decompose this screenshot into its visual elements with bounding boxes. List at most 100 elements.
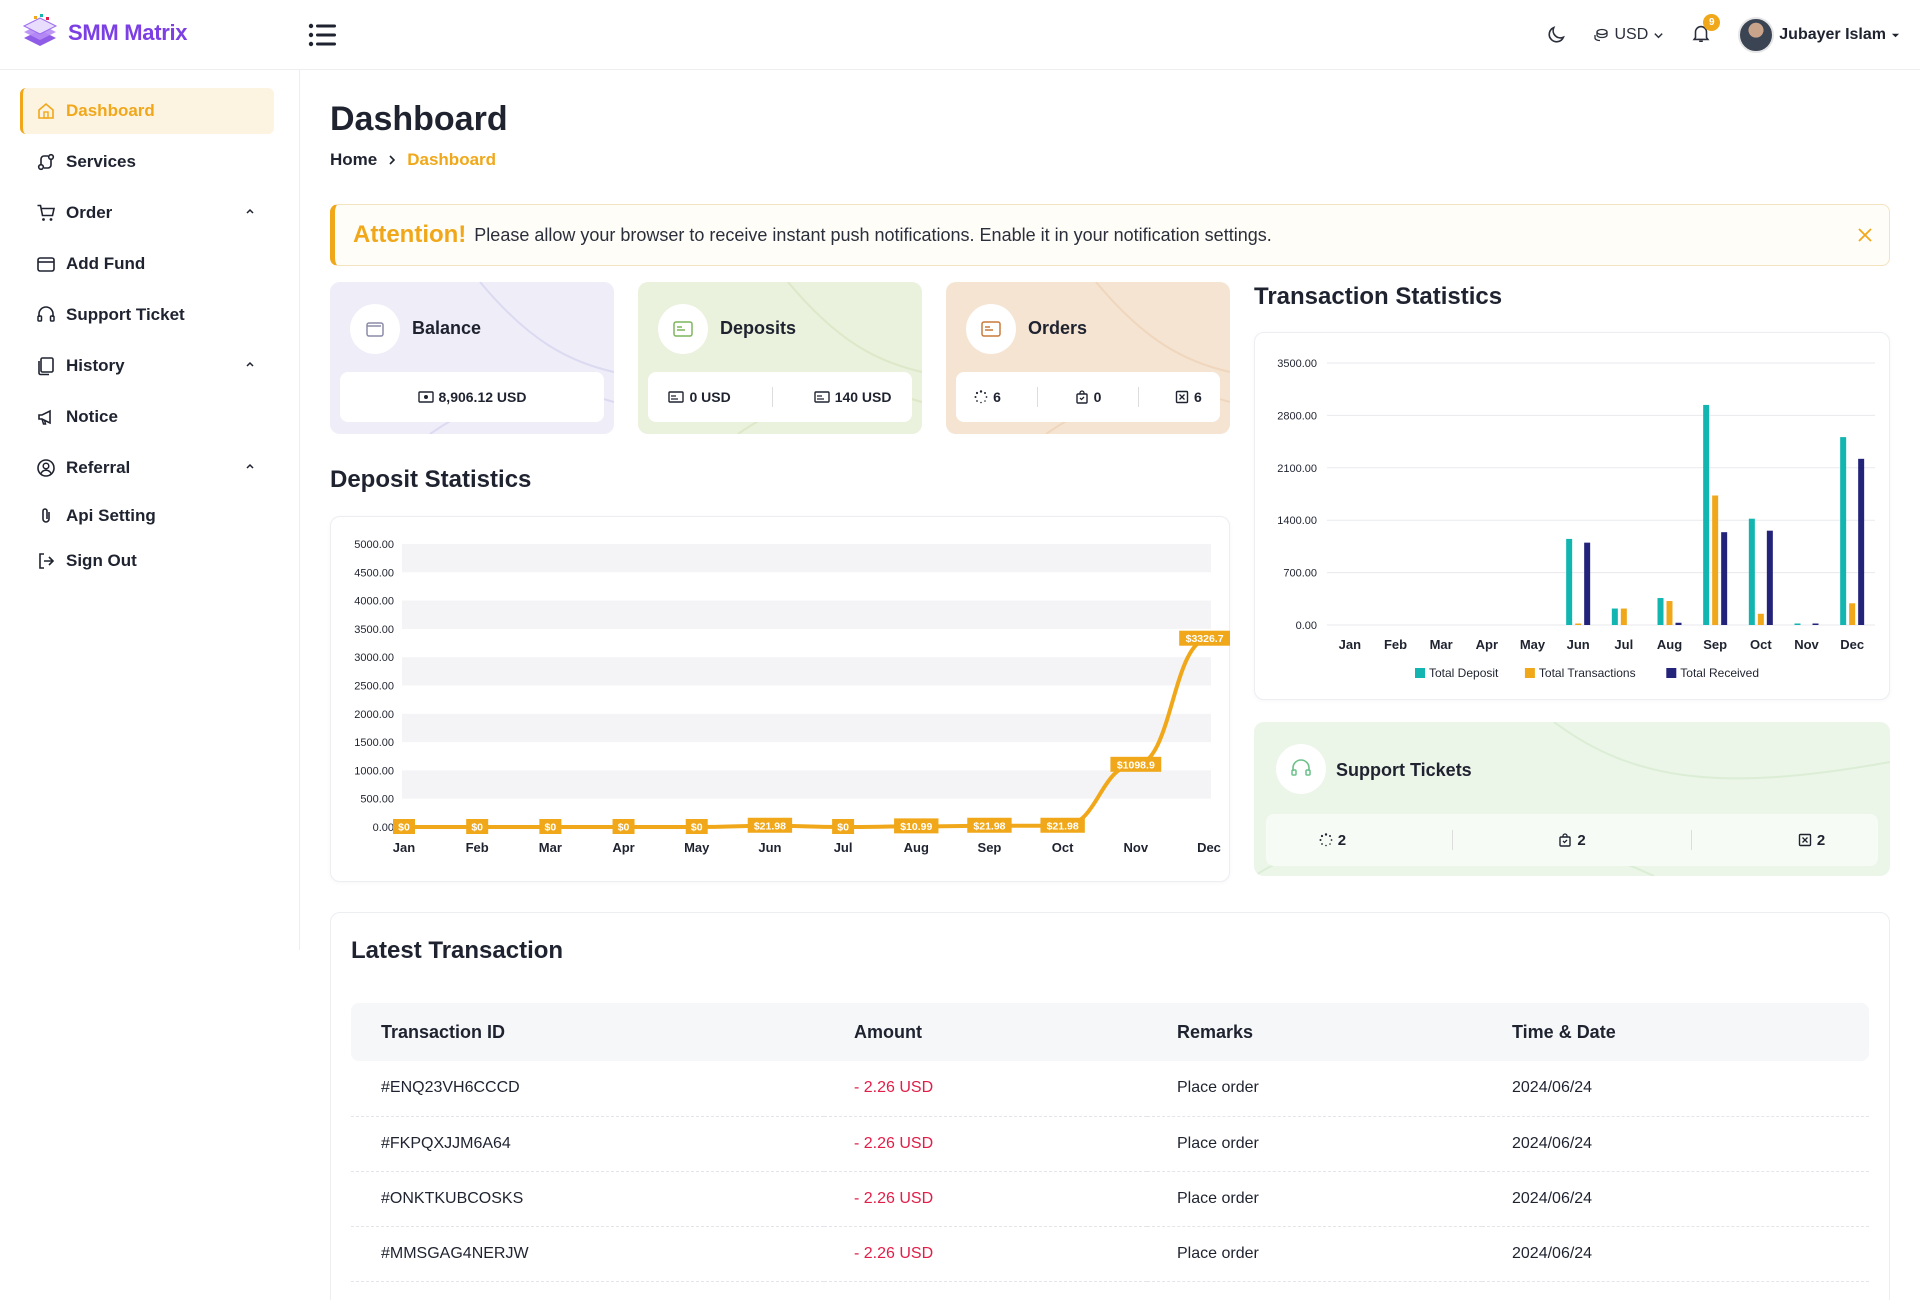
legend-swatch [1415,668,1425,678]
data-label-text: $0 [691,822,703,834]
sidebar-item-label: Dashboard [66,101,155,120]
divider [1137,387,1139,407]
bar [1712,495,1719,625]
deposits-card: Deposits 0 USD 140 USD [638,282,922,434]
data-label-box [1110,756,1162,772]
orders-pending-cell: 6 [974,389,1001,405]
bar [1721,532,1728,625]
data-label: $21.98 [1040,817,1085,833]
transaction-remarks: Place order [1147,1171,1482,1227]
divider [771,387,773,407]
transaction-id: #ONKTKUBCOSKS [351,1171,824,1227]
avatar [1738,17,1775,53]
transaction-amount: - 2.26 USD [824,1116,1147,1172]
bag-icon [1075,390,1088,404]
user-menu[interactable]: Jubayer Islam [1738,17,1900,53]
support-tickets-card: Support Tickets 2 2 2 [1254,722,1890,876]
tickets-closed-cell: 2 [1798,832,1825,849]
deposits-cell-1: 0 USD [668,389,731,405]
x-tick-label: Oct [1052,840,1074,855]
breadcrumb-home-link[interactable]: Home [330,150,378,169]
sidebar-item-notice[interactable]: Notice [20,394,274,440]
notifications-button[interactable]: 9 [1690,13,1721,49]
y-tick-label: 5000.00 [354,539,394,551]
sidebar-item-api-setting[interactable]: Api Setting [20,496,274,536]
x-tick-label: Aug [904,840,929,855]
sidebar-item-label: Sign Out [66,551,137,570]
app-name: SMM Matrix [68,20,188,45]
sidebar-item-label: Support Ticket [66,305,185,324]
bar [1812,623,1819,625]
sidebar-item-support-ticket[interactable]: Support Ticket [20,292,274,338]
data-label: $0 [539,819,562,834]
balance-value: 8,906.12 USD [438,389,527,405]
menu-toggle-icon[interactable] [308,22,338,48]
sidebar-item-sign-out[interactable]: Sign Out [20,541,274,581]
sidebar-item-label: Add Fund [66,254,146,273]
orders-body: 6 0 6 [956,372,1220,422]
user-name: Jubayer Islam [1779,26,1886,43]
data-label-box [894,818,939,834]
balance-body: 8,906.12 USD [340,372,604,422]
bar [1858,458,1865,625]
deposits-cell-2: 140 USD [813,389,892,405]
transaction-amount: - 2.26 USD [824,1061,1147,1117]
sidebar-item-dashboard[interactable]: Dashboard [20,88,274,134]
y-tick-label: 1500.00 [354,737,394,749]
support-tickets-title: Support Tickets [1336,760,1472,780]
alert-text: Please allow your browser to receive ins… [474,224,1272,245]
bar [1840,437,1847,625]
sidebar-item-order[interactable]: Order [20,190,274,236]
x-tick-label: Dec [1840,637,1864,652]
y-tick-label: 3500.00 [354,624,394,636]
grid-band [402,657,1211,686]
deposits-body: 0 USD 140 USD [648,372,912,422]
deposits-value-2: 140 USD [834,389,892,405]
data-label-box [539,819,562,834]
table-row: #MMSGAG4NERJW - 2.26 USD Place order 202… [351,1226,1869,1282]
sidebar-item-referral[interactable]: Referral [20,445,274,491]
data-label: $1098.9 [1110,756,1162,772]
latest-transaction-title: Latest Transaction [351,937,564,964]
sidebar-item-history[interactable]: History [20,343,274,389]
x-square-icon [1175,390,1189,404]
top-header: SMM Matrix USD 9 Jubayer Islam [0,0,1920,70]
y-tick-label: 2500.00 [354,681,394,693]
y-tick-label: 500.00 [360,794,394,806]
money-icon [417,391,434,403]
coins-icon [1594,28,1609,42]
app-logo[interactable]: SMM Matrix [20,14,188,52]
table-row: #ONKTKUBCOSKS - 2.26 USD Place order 202… [351,1171,1869,1227]
logo-icon [22,14,58,46]
sidebar-item-services[interactable]: Services [20,139,274,185]
x-tick-label: Jul [1614,637,1633,652]
balance-card: Balance 8,906.12 USD [330,282,614,434]
data-label-box [612,819,635,834]
breadcrumb: Home Dashboard [330,150,496,170]
notification-count-badge: 9 [1703,13,1721,31]
grid-band [402,600,1211,629]
transaction-remarks: Place order [1147,1226,1482,1282]
card-icon [668,391,685,403]
close-icon[interactable] [1855,225,1875,245]
card-icon [813,391,830,403]
data-label-box [747,817,793,833]
caret-down-icon [1891,33,1900,37]
sidebar-item-label: History [66,356,125,375]
table-row: #FKPQXJJM6A64 - 2.26 USD Place order 202… [351,1116,1869,1172]
x-square-icon [1798,833,1812,847]
sidebar-item-add-fund[interactable]: Add Fund [20,241,274,287]
transaction-statistics-title: Transaction Statistics [1254,283,1503,310]
grid-band [402,713,1211,743]
divider [1451,830,1453,850]
y-tick-label: 3500.00 [1277,358,1317,370]
x-tick-label: Apr [612,840,634,855]
x-tick-label: Sep [1703,637,1727,652]
dark-mode-moon-icon[interactable] [1545,24,1567,46]
divider [1037,387,1039,407]
data-label: $10.99 [894,818,939,834]
chevron-up-icon [246,463,254,469]
currency-selector[interactable]: USD [1593,26,1664,44]
bag-icon [1559,833,1572,847]
referral-icon [36,458,56,478]
